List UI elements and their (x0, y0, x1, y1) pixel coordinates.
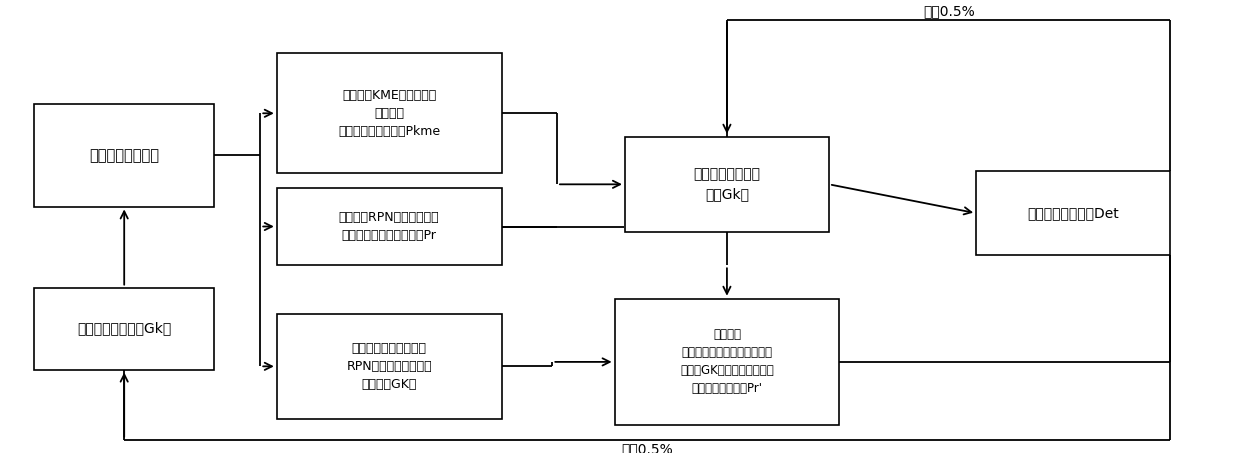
Text: 步骤三：RPN系统测量得到
第一实时反应堆核功率值Pr: 步骤三：RPN系统测量得到 第一实时反应堆核功率值Pr (339, 211, 439, 242)
Text: 保持堆芯平稳运行: 保持堆芯平稳运行 (89, 148, 159, 163)
Text: 步骤二：KME系统热平衡
计算得到
实际反应堆核功率值Pkme: 步骤二：KME系统热平衡 计算得到 实际反应堆核功率值Pkme (339, 89, 440, 138)
Bar (615, 299, 839, 425)
Text: 步骤七：
通过第一实时反应堆核功率值
和第三GK值计算得出第二实
时反应堆核功率值Pr': 步骤七： 通过第一实时反应堆核功率值 和第三GK值计算得出第二实 时反应堆核功率… (680, 328, 774, 395)
Text: 小于0.5%: 小于0.5% (923, 4, 975, 18)
Bar (976, 171, 1171, 255)
Bar (35, 288, 215, 370)
Text: 步骤四：计算得到
第二Gk值: 步骤四：计算得到 第二Gk值 (693, 168, 760, 201)
Bar (35, 105, 215, 207)
Bar (625, 137, 830, 232)
Text: 大于0.5%: 大于0.5% (621, 442, 673, 453)
Bar (277, 53, 501, 173)
Bar (277, 314, 501, 419)
Text: 步骤八：计算偏差Det: 步骤八：计算偏差Det (1028, 206, 1120, 220)
Bar (277, 188, 501, 265)
Text: 步骤一：标定第一Gk值: 步骤一：标定第一Gk值 (77, 322, 171, 336)
Text: 步骤五及步骤六：通过
RPN系统的电流值计算
得到第三GK值: 步骤五及步骤六：通过 RPN系统的电流值计算 得到第三GK值 (346, 342, 432, 391)
